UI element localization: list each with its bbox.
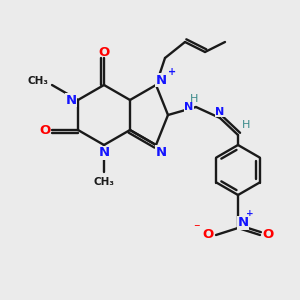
Text: +: + xyxy=(168,67,176,77)
Text: N: N xyxy=(184,102,194,112)
Text: ⁻: ⁻ xyxy=(193,223,199,236)
Text: +: + xyxy=(246,209,254,218)
Text: H: H xyxy=(242,120,250,130)
Text: N: N xyxy=(215,107,225,117)
Text: O: O xyxy=(262,229,274,242)
Text: N: N xyxy=(98,146,110,160)
Text: O: O xyxy=(98,46,110,59)
Text: N: N xyxy=(65,94,76,106)
Text: CH₃: CH₃ xyxy=(28,76,49,86)
Text: N: N xyxy=(155,146,167,158)
Text: H: H xyxy=(190,94,198,104)
Text: N: N xyxy=(155,74,167,86)
Text: O: O xyxy=(39,124,51,136)
Text: N: N xyxy=(237,217,249,230)
Text: CH₃: CH₃ xyxy=(94,177,115,187)
Text: O: O xyxy=(202,229,214,242)
